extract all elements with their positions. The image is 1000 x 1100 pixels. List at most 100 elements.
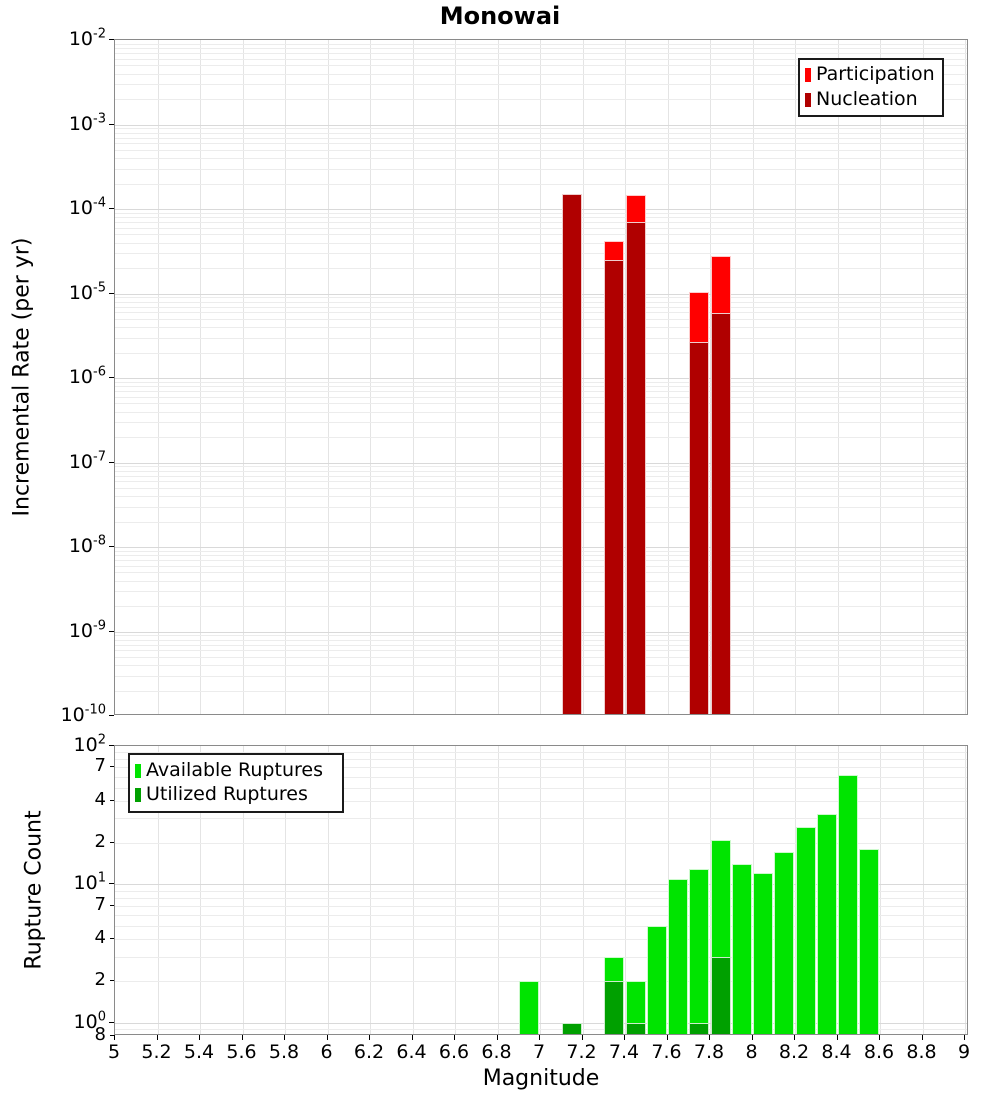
gridline-vertical — [922, 40, 924, 714]
gridline-minor — [115, 65, 967, 67]
gridline-vertical — [710, 746, 711, 1034]
legend-swatch-available-ruptures — [135, 763, 141, 778]
bar-available-ruptures — [519, 980, 540, 1034]
x-tick-mark — [241, 1035, 243, 1040]
y-tick-mark — [109, 377, 114, 378]
y-axis-tick-label: 100 — [73, 1009, 106, 1033]
y-axis-tick-label: 10-5 — [68, 280, 106, 304]
x-tick-mark — [114, 1035, 115, 1040]
gridline-vertical — [922, 746, 924, 1034]
x-axis-tick-label: 5.2 — [141, 1041, 172, 1063]
gridline-minor — [115, 897, 967, 899]
x-tick-mark — [156, 1035, 158, 1040]
gridline-vertical — [200, 746, 201, 1034]
y-tick-mark — [109, 745, 114, 746]
x-axis-tick-label: 6.2 — [353, 1041, 385, 1063]
gridline-minor — [115, 801, 967, 803]
gridline-minor — [115, 644, 967, 646]
gridline-minor — [115, 312, 967, 314]
legend-swatch-nucleation — [805, 92, 811, 107]
bar-available-ruptures — [859, 848, 880, 1034]
y-axis-tick-label: 102 — [73, 732, 106, 756]
bottom-plot-area — [114, 745, 968, 1035]
gridline-vertical — [370, 40, 371, 714]
gridline-vertical — [795, 746, 796, 1034]
bar-available-ruptures — [753, 873, 774, 1034]
bar-available-ruptures — [838, 774, 859, 1034]
gridline-minor — [115, 234, 967, 236]
bar-utilized-ruptures — [689, 1022, 710, 1034]
y-axis-minor-tick-label: 4 — [94, 789, 106, 811]
gridline-vertical — [880, 746, 881, 1034]
gridline-major — [115, 631, 967, 633]
gridline-vertical — [540, 40, 541, 714]
y-tick-mark — [109, 292, 114, 294]
y-axis-tick-label: 10-10 — [60, 702, 106, 726]
gridline-minor — [115, 84, 967, 86]
y-axis-tick-label: 10-4 — [68, 195, 106, 219]
bar-available-ruptures — [816, 814, 837, 1034]
x-tick-mark — [666, 1035, 668, 1040]
x-axis-tick-label: 6.8 — [481, 1041, 512, 1063]
gridline-vertical — [837, 40, 839, 714]
bar-utilized-ruptures — [710, 956, 731, 1034]
gridline-minor — [115, 143, 967, 145]
gridline-minor — [115, 565, 967, 567]
y-axis-minor-tick-label: 4 — [94, 927, 106, 949]
gridline-vertical — [327, 746, 329, 1034]
gridline-minor — [115, 48, 967, 50]
gridline-minor — [115, 580, 967, 582]
x-axis-tick-label: 6.4 — [396, 1041, 427, 1063]
gridline-minor — [115, 268, 967, 270]
gridline-minor — [115, 905, 967, 907]
y-axis-minor-tick-label: 2 — [94, 968, 106, 990]
legend-item-nucleation: Nucleation — [805, 88, 937, 111]
x-axis-tick-label: 7.8 — [693, 1041, 725, 1063]
gridline-vertical — [412, 746, 414, 1034]
gridline-minor — [115, 73, 967, 75]
gridline-minor — [115, 297, 967, 299]
x-tick-mark — [539, 1035, 540, 1040]
x-tick-mark — [326, 1035, 328, 1040]
gridline-minor — [115, 665, 967, 667]
x-axis-tick-label: 8.2 — [778, 1041, 810, 1063]
gridline-minor — [115, 306, 967, 308]
gridline-minor — [115, 690, 967, 692]
x-axis-tick-label: 5 — [107, 1041, 121, 1063]
gridline-minor — [115, 212, 967, 214]
gridline-vertical — [370, 746, 371, 1034]
y-axis-tick-label: 10-7 — [68, 449, 106, 473]
x-axis-tick-label: 6.6 — [438, 1041, 470, 1063]
gridline-minor — [115, 422, 967, 424]
y-tick-mark — [110, 766, 114, 768]
x-axis-tick-label: 8.8 — [906, 1041, 937, 1063]
x-axis-tick-label: 7.2 — [566, 1041, 597, 1063]
gridline-vertical — [752, 746, 754, 1034]
x-axis-tick-label: 8.6 — [863, 1041, 895, 1063]
gridline-vertical — [582, 746, 584, 1034]
bar-nucleation — [604, 259, 625, 714]
gridline-vertical — [157, 40, 159, 714]
gridline-minor — [115, 980, 967, 982]
gridline-vertical — [285, 40, 286, 714]
gridline-vertical — [242, 40, 244, 714]
legend-item-available-ruptures: Available Ruptures — [135, 759, 337, 782]
gridline-vertical — [582, 40, 584, 714]
gridline-vertical — [965, 746, 966, 1034]
gridline-minor — [115, 675, 967, 677]
gridline-minor — [115, 403, 967, 405]
y-tick-mark — [109, 461, 114, 463]
legend: Participation Nucleation — [798, 58, 944, 117]
y-tick-mark — [110, 904, 114, 906]
y-tick-mark — [109, 1021, 114, 1023]
gridline-minor — [115, 132, 967, 134]
gridline-minor — [115, 606, 967, 608]
gridline-minor — [115, 470, 967, 472]
gridline-vertical — [752, 40, 754, 714]
gridline-vertical — [795, 40, 796, 714]
gridline-vertical — [327, 40, 329, 714]
y-axis-tick-label: 10-2 — [68, 26, 106, 50]
gridline-minor — [115, 555, 967, 557]
bar-available-ruptures — [731, 864, 752, 1034]
